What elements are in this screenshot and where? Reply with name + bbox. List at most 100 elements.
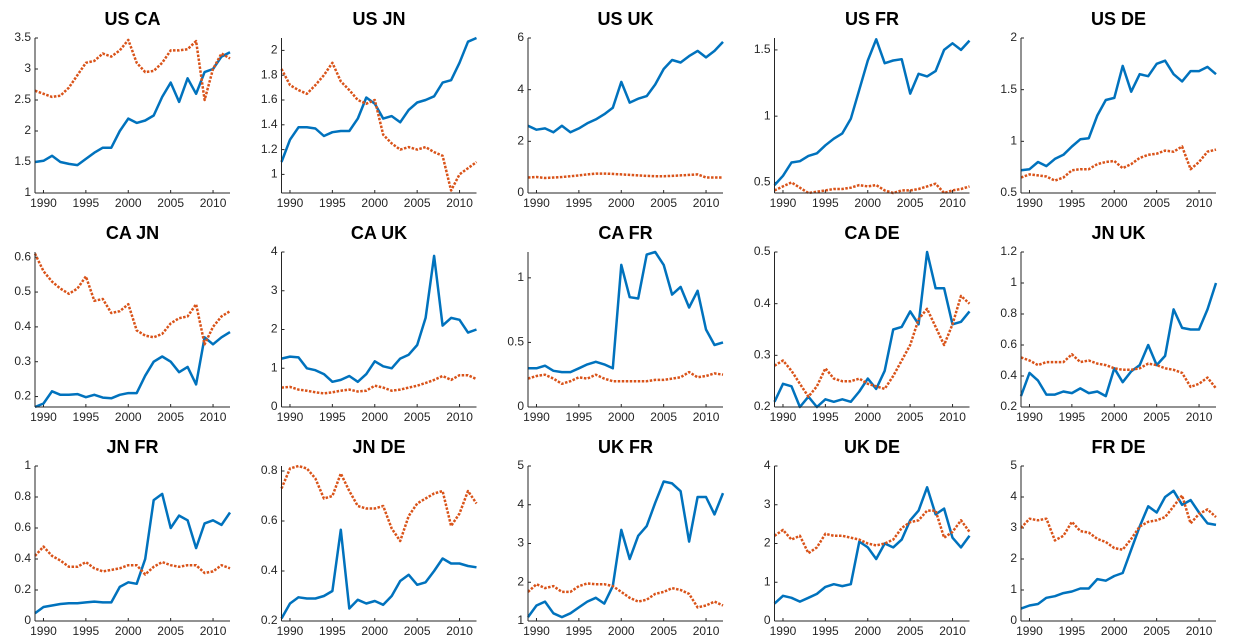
panel-title: FR DE (1092, 437, 1146, 457)
x-tick-label: 2000 (608, 410, 635, 424)
y-tick-label: 3 (1010, 520, 1017, 534)
y-tick-label: 1 (271, 167, 278, 181)
x-tick-label: 1995 (1059, 410, 1086, 424)
x-tick-label: 2005 (897, 410, 924, 424)
series-line (773, 486, 971, 605)
y-tick-label: 4 (764, 458, 771, 472)
series-line (1020, 59, 1217, 172)
y-tick-label: 0 (517, 399, 524, 413)
x-tick-label: 2005 (157, 410, 184, 424)
x-tick-label: 1995 (812, 410, 839, 424)
series-line (527, 582, 724, 609)
x-tick-label: 2005 (650, 196, 677, 210)
y-tick-label: 2 (1010, 551, 1017, 565)
x-tick-label: 2010 (200, 196, 227, 210)
y-tick-label: 0.5 (14, 284, 31, 298)
x-tick-label: 1995 (73, 410, 100, 424)
x-tick-label: 1990 (1016, 410, 1043, 424)
y-tick-label: 0.5 (507, 335, 524, 349)
y-tick-label: 0.2 (261, 613, 278, 627)
y-tick-label: 0 (271, 399, 278, 413)
x-tick-label: 2005 (897, 196, 924, 210)
panel: CA JN 0.2 0.3 0.4 0.5 0.6 1990 1995 2000 2005 2010 (14, 223, 231, 424)
panel: US JN 1 1.2 1.4 1.6 1.8 2 1990 1995 2000 2005 2010 (261, 9, 478, 210)
y-tick-label: 1.4 (261, 117, 278, 131)
x-tick-label: 1995 (319, 624, 346, 638)
y-tick-label: 0.4 (754, 296, 771, 310)
y-tick-label: 0.2 (14, 582, 31, 596)
y-tick-label: 0.2 (1000, 399, 1017, 413)
x-tick-label: 1995 (319, 196, 346, 210)
x-tick-label: 2010 (939, 196, 966, 210)
x-tick-label: 2005 (1143, 624, 1170, 638)
y-tick-label: 2 (1010, 30, 1017, 44)
x-tick-label: 2010 (939, 410, 966, 424)
y-tick-label: 2 (24, 123, 31, 137)
y-tick-label: 0 (764, 613, 771, 627)
y-tick-label: 6 (517, 30, 524, 44)
y-tick-label: 2 (517, 134, 524, 148)
x-tick-label: 2010 (446, 410, 473, 424)
panel: US FR 0.5 1 1.5 1990 1995 2000 2005 2010 (754, 9, 971, 210)
y-tick-label: 3 (24, 61, 31, 75)
series-line (1020, 489, 1217, 610)
panel-title: JN UK (1091, 223, 1145, 243)
y-tick-label: 1.2 (261, 142, 278, 156)
x-tick-label: 2000 (608, 196, 635, 210)
panel: CA FR 0 0.5 1 1990 1995 2000 2005 2010 (507, 223, 724, 424)
series-line (34, 331, 231, 409)
x-tick-label: 2010 (200, 410, 227, 424)
y-tick-label: 0.8 (1000, 306, 1017, 320)
x-tick-label: 2000 (361, 196, 388, 210)
series-line (527, 172, 723, 180)
series-line (527, 370, 724, 386)
y-tick-label: 1.5 (754, 42, 771, 56)
x-tick-label: 1995 (73, 624, 100, 638)
panel: UK FR 1 2 3 4 5 1990 1995 2000 2005 2010 (517, 437, 725, 638)
y-tick-label: 1 (517, 270, 524, 284)
y-tick-label: 3 (271, 283, 278, 297)
y-tick-label: 1.8 (261, 67, 278, 81)
y-tick-label: 1 (24, 185, 31, 199)
y-tick-label: 0.5 (1000, 185, 1017, 199)
x-tick-label: 1990 (30, 410, 57, 424)
panel: FR DE 0 1 2 3 4 5 1990 1995 2000 2005 2010 (1010, 437, 1217, 638)
x-tick-label: 1990 (277, 624, 304, 638)
y-tick-label: 0 (1010, 613, 1017, 627)
x-tick-label: 2005 (1143, 410, 1170, 424)
series-line (773, 38, 971, 186)
series-line (1020, 353, 1217, 390)
series-line (773, 294, 971, 398)
y-tick-label: 0.4 (14, 551, 31, 565)
y-tick-label: 5 (1010, 458, 1017, 472)
panel-title: US FR (845, 9, 899, 29)
x-tick-label: 2010 (1186, 410, 1213, 424)
y-tick-label: 5 (517, 458, 524, 472)
y-tick-label: 1 (1010, 275, 1017, 289)
y-tick-label: 1.2 (1000, 244, 1017, 258)
y-tick-label: 2.5 (14, 92, 31, 106)
x-tick-label: 1990 (277, 410, 304, 424)
series-line (34, 38, 231, 102)
x-tick-label: 1990 (523, 410, 550, 424)
panel: JN DE 0.2 0.4 0.6 0.8 1990 1995 2000 2005 2010 (261, 437, 478, 638)
x-tick-label: 2010 (939, 624, 966, 638)
series-line (281, 373, 478, 395)
y-tick-label: 1.5 (14, 154, 31, 168)
y-tick-label: 0.4 (1000, 368, 1017, 382)
x-tick-label: 2000 (361, 624, 388, 638)
y-tick-label: 0.8 (14, 489, 31, 503)
series-line (1020, 145, 1217, 182)
series-line (34, 51, 231, 167)
x-tick-label: 2005 (1143, 196, 1170, 210)
x-tick-label: 1990 (1016, 196, 1043, 210)
y-tick-label: 0.6 (261, 513, 278, 527)
y-tick-label: 3 (764, 497, 771, 511)
x-tick-label: 1990 (770, 410, 797, 424)
y-tick-label: 1 (271, 360, 278, 374)
panel: CA UK 0 1 2 3 4 1990 1995 2000 2005 2010 (271, 223, 478, 424)
panel-title: CA UK (351, 223, 407, 243)
y-tick-label: 1 (24, 458, 31, 472)
